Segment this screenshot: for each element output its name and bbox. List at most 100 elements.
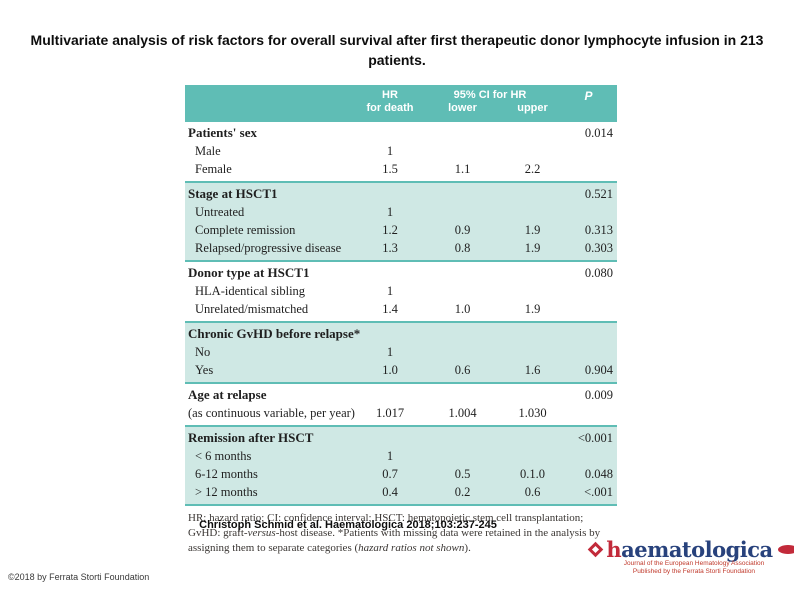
section-donor-type: Donor type at HSCT1 0.080 HLA-identical …	[185, 260, 617, 321]
logo-seal-icon	[777, 545, 794, 554]
cell-upper: 0.1.0	[520, 467, 545, 481]
header-ci-upper: upper	[517, 102, 548, 114]
footnote-text: -host disease. *Patients with missing da…	[188, 526, 601, 554]
cell-upper: 2.2	[524, 162, 541, 176]
cell-lower: 0.2	[454, 485, 471, 499]
section-p-value: 0.009	[584, 388, 613, 402]
cell-upper	[505, 264, 560, 282]
cell-hr	[360, 386, 420, 404]
cell-lower	[420, 386, 505, 404]
row-label: Yes	[195, 363, 214, 377]
cell-hr: 1	[386, 205, 394, 219]
cell-lower	[420, 124, 505, 142]
footnote-text: HR: hazard ratio; CI: confidence interva…	[188, 512, 584, 539]
cell-hr	[360, 264, 420, 282]
row-label: > 12 months	[195, 485, 258, 499]
section-stage-at-hsct: Stage at HSCT1 0.521 Untreated 1 Complet…	[185, 181, 617, 260]
row-label: Untreated	[195, 205, 245, 219]
section-p-value: 0.014	[584, 126, 613, 140]
table-row: Relapsed/progressive disease 1.3 0.8 1.9…	[185, 239, 617, 257]
row-label: < 6 months	[195, 449, 252, 463]
section-p-value: 0.080	[584, 266, 613, 280]
header-ci-lower: lower	[448, 102, 477, 114]
section-label: Age at relapse	[188, 387, 267, 402]
cell-hr: 1	[386, 449, 394, 463]
cell-hr	[360, 325, 420, 343]
cell-upper	[505, 185, 560, 203]
header-hr-for-death: HR for death	[360, 85, 420, 115]
footnote-italic-hazard: hazard ratios not shown	[358, 541, 465, 554]
footnote-italic-versus: versus	[247, 526, 276, 539]
section-label: Stage at HSCT1	[188, 186, 278, 201]
row-label: No	[195, 345, 211, 359]
cell-p	[560, 447, 617, 465]
logo-tagline-2: Published by the Ferrata Storti Foundati…	[632, 568, 756, 576]
citation: Christoph Schmid et al. Haematologica 20…	[199, 519, 497, 531]
cell-lower: 0.9	[454, 223, 471, 237]
cell-upper	[505, 282, 560, 300]
cell-lower	[420, 203, 505, 221]
cell-lower: 0.5	[454, 467, 471, 481]
section-header-row: Remission after HSCT <0.001	[185, 429, 617, 447]
cell-upper: 1.9	[524, 241, 541, 255]
cell-hr: 1.017	[375, 406, 405, 420]
section-p-value: <0.001	[577, 431, 613, 445]
cell-lower: 1.1	[454, 162, 471, 176]
cell-lower	[420, 282, 505, 300]
cell-hr: 0.7	[382, 467, 398, 481]
cell-p	[560, 203, 617, 221]
header-p: P	[584, 89, 593, 103]
row-label: 6-12 months	[195, 467, 258, 481]
section-header-row: Stage at HSCT1 0.521	[185, 185, 617, 203]
cell-hr: 1	[386, 284, 394, 298]
cell-upper	[505, 386, 560, 404]
cell-hr	[360, 124, 420, 142]
header-hr-line1: HR	[382, 89, 398, 101]
cell-lower	[420, 429, 505, 447]
cell-lower: 0.6	[454, 363, 471, 377]
cell-p: 0.048	[584, 467, 613, 481]
cell-lower	[420, 142, 505, 160]
table-row: Complete remission 1.2 0.9 1.9 0.313	[185, 221, 617, 239]
risk-factor-table: HR for death 95% CI for HR lower upper P…	[185, 85, 617, 562]
logo-word-rest: aematologica	[621, 537, 773, 562]
header-95ci: 95% CI for HR lower upper	[420, 85, 560, 115]
cell-hr: 1.0	[382, 363, 398, 377]
cell-lower	[420, 325, 505, 343]
logo-wordmark: haematologica	[606, 537, 773, 562]
header-ci-title: 95% CI for HR	[453, 89, 527, 101]
logo-row: haematologica	[588, 537, 794, 562]
table-row: Unrelated/mismatched 1.4 1.0 1.9	[185, 300, 617, 318]
cell-upper	[505, 124, 560, 142]
cell-hr: 0.4	[382, 485, 398, 499]
cell-upper: 0.6	[524, 485, 541, 499]
cell-upper	[505, 343, 560, 361]
cell-lower: 1.0	[454, 302, 471, 316]
cell-lower	[420, 185, 505, 203]
row-label: Female	[195, 162, 232, 176]
cell-lower: 0.8	[454, 241, 471, 255]
cell-upper	[505, 325, 560, 343]
cell-hr: 1.5	[382, 162, 398, 176]
row-label: HLA-identical sibling	[195, 284, 306, 298]
section-header-row: Chronic GvHD before relapse*	[185, 325, 617, 343]
row-label: Complete remission	[195, 223, 296, 237]
table-footnote: HR: hazard ratio; CI: confidence interva…	[185, 504, 617, 562]
table-row: < 6 months 1	[185, 447, 617, 465]
section-header-row: Age at relapse 0.009	[185, 386, 617, 404]
section-header-row: Donor type at HSCT1 0.080	[185, 264, 617, 282]
table-row: Male 1	[185, 142, 617, 160]
section-label: Donor type at HSCT1	[188, 265, 310, 280]
cell-p: <.001	[584, 485, 613, 499]
cell-lower	[420, 447, 505, 465]
slide-title: Multivariate analysis of risk factors fo…	[30, 32, 764, 69]
haematologica-logo: haematologica Journal of the European He…	[588, 537, 794, 577]
section-label: Chronic GvHD before relapse*	[188, 326, 361, 341]
cell-p	[560, 142, 617, 160]
cell-upper: 1.6	[524, 363, 541, 377]
table-row: Female 1.5 1.1 2.2	[185, 160, 617, 178]
cell-p: 0.904	[584, 363, 613, 377]
cell-upper: 1.9	[524, 302, 541, 316]
table-row: No 1	[185, 343, 617, 361]
table-row: 6-12 months 0.7 0.5 0.1.0 0.048	[185, 465, 617, 483]
